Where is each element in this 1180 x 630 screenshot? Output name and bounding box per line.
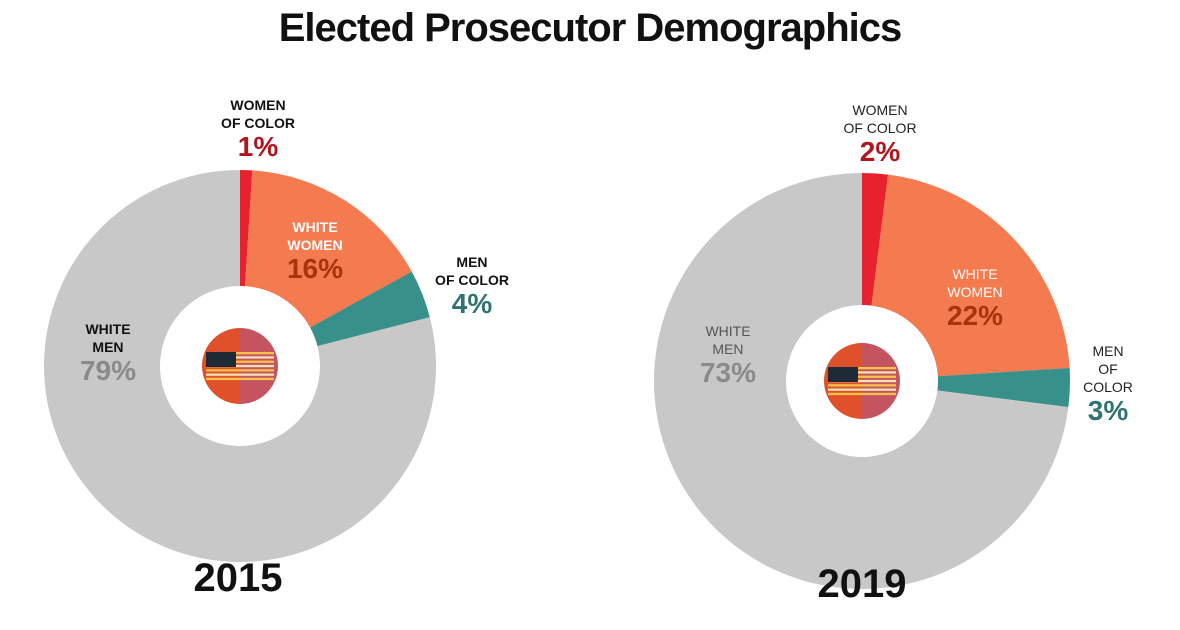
value-label: 2% (859, 136, 901, 167)
flag-stripe (206, 352, 274, 355)
flag-stripe (828, 384, 896, 387)
flag-stripe (828, 367, 896, 370)
donut-slice (240, 170, 253, 287)
chart-year: 2015 (193, 556, 283, 600)
flag-icon (202, 328, 278, 404)
slice-label: WHITE WOMEN 22% (947, 265, 1003, 331)
flag-icon (824, 343, 900, 419)
slice-name: WHITE WOMEN (287, 219, 343, 253)
slice-label: WHITE WOMEN 16% (287, 218, 343, 284)
flag-stripe (828, 379, 896, 383)
flag-stripe (206, 377, 274, 381)
flag-stripe (828, 375, 896, 378)
donut-slice (937, 367, 1070, 408)
value-label: 79% (79, 355, 137, 386)
slice-name: WHITE MEN (85, 321, 131, 355)
flag-stripe (828, 371, 896, 374)
slice-label: WHITE MEN 79% (80, 320, 136, 386)
value-label: 3% (1087, 395, 1129, 426)
slice-label: WHITE MEN 73% (700, 322, 756, 388)
donut-slice (654, 173, 1069, 589)
flag-canton (206, 352, 236, 367)
slice-label: MEN OF COLOR 3% (1072, 342, 1144, 426)
slice-label: WOMEN OF COLOR 2% (843, 101, 916, 167)
slice-name: WOMEN OF COLOR (843, 102, 917, 136)
chart-year: 2019 (817, 562, 907, 606)
value-label: 22% (946, 300, 1004, 331)
slice-name: MEN OF COLOR (1083, 343, 1133, 395)
flag-canton (828, 367, 858, 382)
flag-stripe (206, 356, 274, 359)
donut-slice (245, 170, 412, 328)
slice-label: MEN OF COLOR 4% (435, 253, 509, 319)
donut-slice (43, 170, 437, 562)
slice-name: WHITE MEN (705, 323, 751, 357)
slice-name: WOMEN OF COLOR (221, 97, 295, 131)
slice-name: MEN OF COLOR (435, 254, 509, 288)
donut-slice (871, 174, 1070, 377)
donut-slice (862, 173, 889, 306)
flag-stripe (828, 388, 896, 391)
flag-stripe (828, 392, 896, 396)
flag-stripe (206, 364, 274, 368)
slice-label: WOMEN OF COLOR 1% (221, 96, 295, 162)
flag-stripe (206, 373, 274, 376)
value-label: 16% (286, 253, 344, 284)
value-label: 1% (237, 131, 279, 162)
slice-name: WHITE WOMEN (947, 266, 1003, 300)
flag-stripe (206, 369, 274, 372)
value-label: 73% (699, 357, 757, 388)
flag-stripe (206, 360, 274, 363)
donut-slice (310, 271, 430, 347)
value-label: 4% (451, 288, 493, 319)
chart-title: Elected Prosecutor Demographics (278, 6, 903, 50)
